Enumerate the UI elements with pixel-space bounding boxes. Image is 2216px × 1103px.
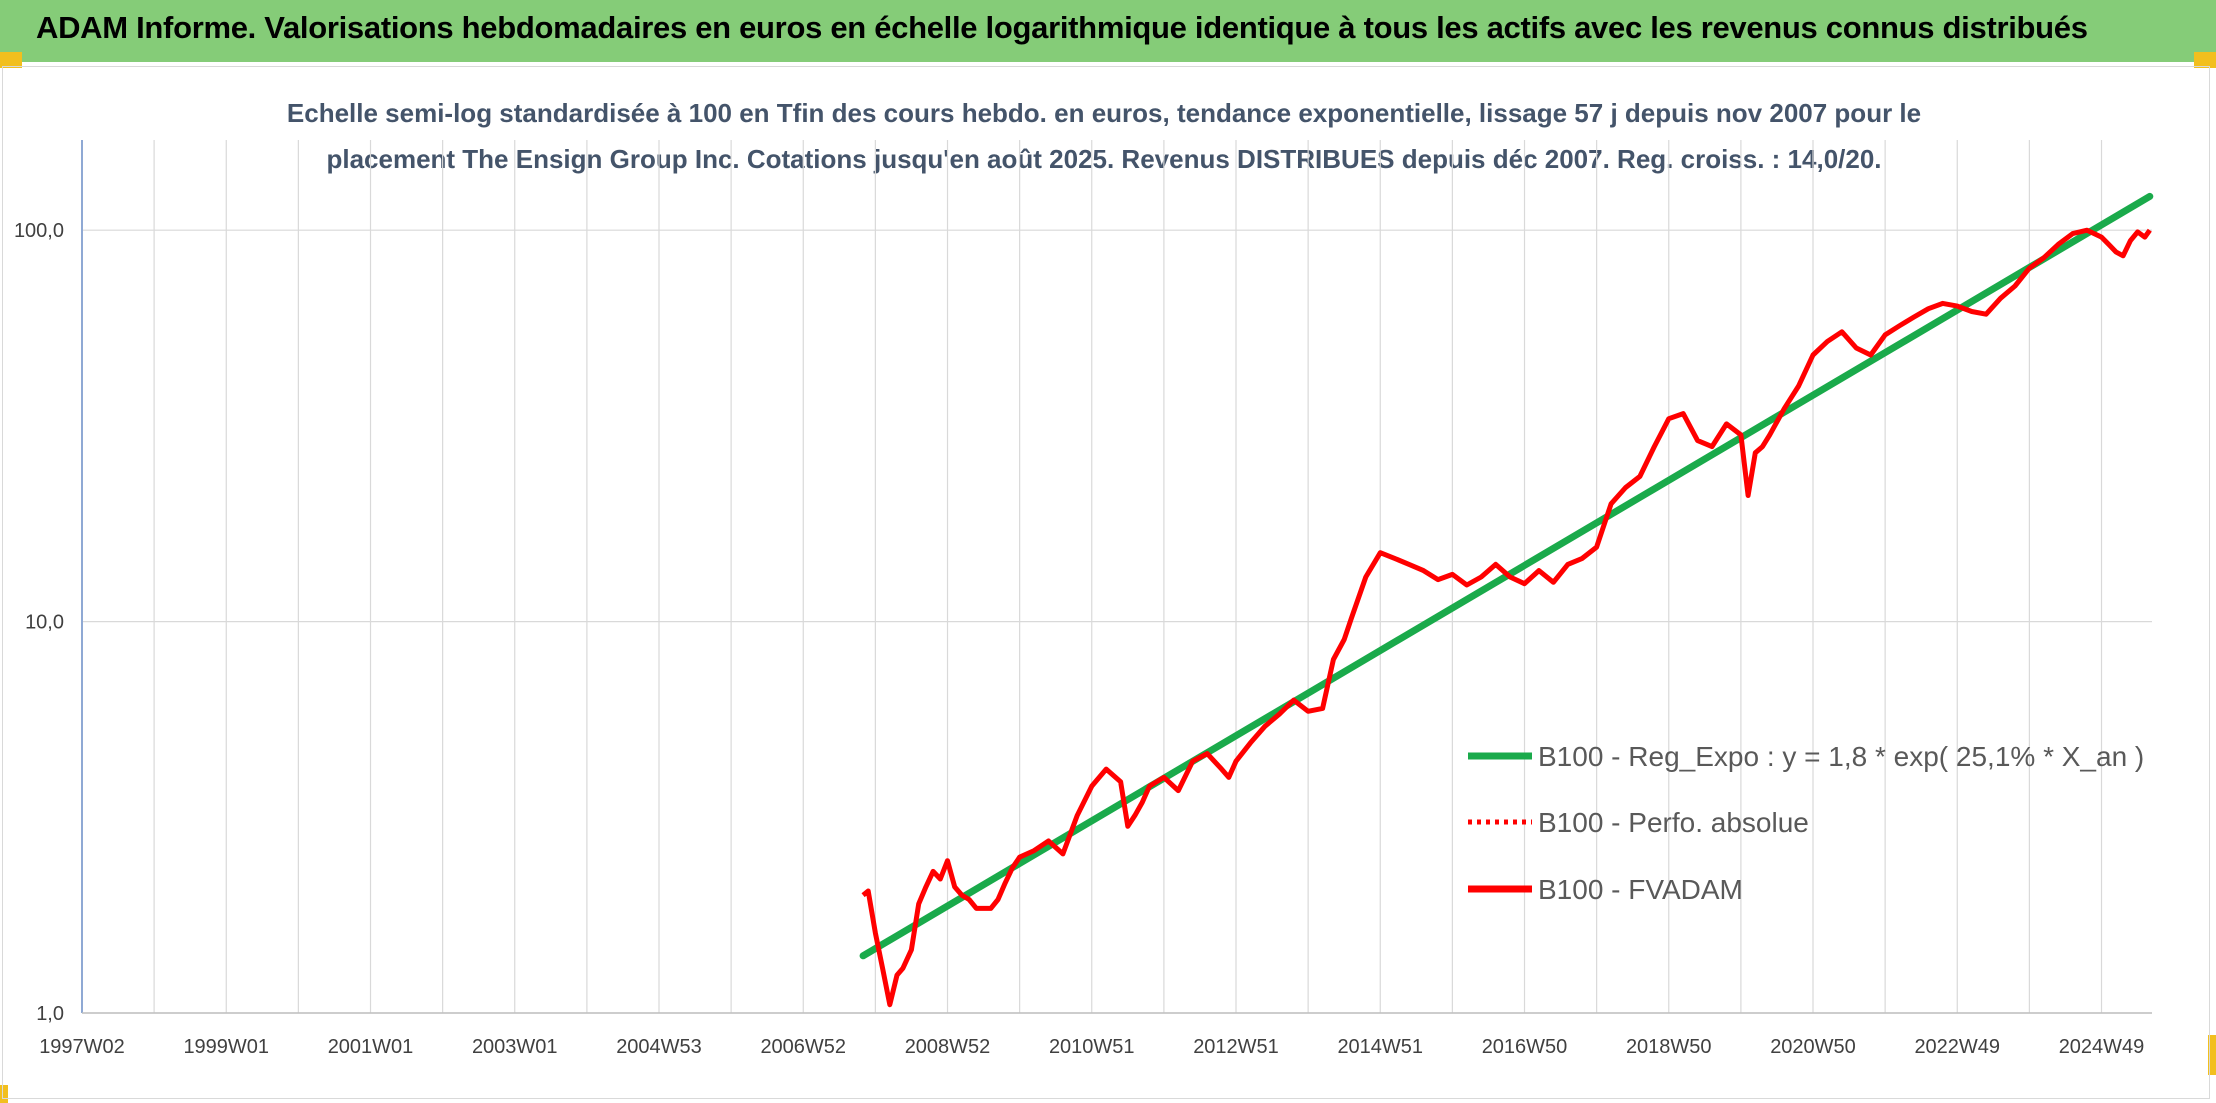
fvadam-line — [861, 227, 2152, 1008]
x-tick-label: 2003W01 — [472, 1036, 558, 1058]
axes: 1,0 10,0 100,0 1997W02 1999W01 2001W01 2003W01… — [14, 140, 2152, 1058]
y-tick-label: 10,0 — [25, 612, 64, 634]
legend-label: B100 - Perfo. absolue — [1538, 807, 1809, 838]
y-tick-label: 1,0 — [36, 1003, 64, 1025]
x-tick-label: 2012W51 — [1193, 1036, 1279, 1058]
y-tick-label: 100,0 — [14, 220, 64, 242]
x-tick-label: 1997W02 — [39, 1036, 125, 1058]
x-tick-label: 2006W52 — [760, 1036, 846, 1058]
x-tick-label: 2004W53 — [616, 1036, 702, 1058]
gridlines — [81, 140, 2152, 1014]
x-tick-label: 2016W50 — [1482, 1036, 1568, 1058]
corner-marker-top-right — [2194, 52, 2216, 68]
chart-subtitle-line-1: Echelle semi-log standardisée à 100 en T… — [287, 98, 1921, 128]
x-tick-label: 2008W52 — [905, 1036, 991, 1058]
corner-marker-bottom-right — [2208, 1035, 2216, 1075]
legend: B100 - Reg_Expo : y = 1,8 * exp( 25,1% *… — [1468, 741, 2144, 905]
corner-marker-bottom-left — [0, 1085, 8, 1103]
x-tick-label: 2024W49 — [2059, 1036, 2145, 1058]
x-tick-label: 1999W01 — [183, 1036, 269, 1058]
legend-label: B100 - Reg_Expo : y = 1,8 * exp( 25,1% *… — [1538, 741, 2144, 772]
x-tick-label: 2020W50 — [1770, 1036, 1856, 1058]
corner-marker-top-left — [0, 52, 22, 68]
x-tick-label: 2001W01 — [328, 1036, 414, 1058]
chart-frame — [2, 66, 2210, 1099]
x-tick-label: 2014W51 — [1337, 1036, 1423, 1058]
series-lines — [859, 192, 2154, 1008]
x-tick-label: 2022W49 — [1914, 1036, 2000, 1058]
x-tick-label: 2018W50 — [1626, 1036, 1712, 1058]
legend-label: B100 - FVADAM — [1538, 874, 1743, 905]
report-header: ADAM Informe. Valorisations hebdomadaire… — [0, 0, 2216, 62]
report-title: ADAM Informe. Valorisations hebdomadaire… — [36, 10, 2088, 45]
x-tick-label: 2010W51 — [1049, 1036, 1135, 1058]
chart-subtitle-line-2: placement The Ensign Group Inc. Cotation… — [326, 144, 1881, 174]
